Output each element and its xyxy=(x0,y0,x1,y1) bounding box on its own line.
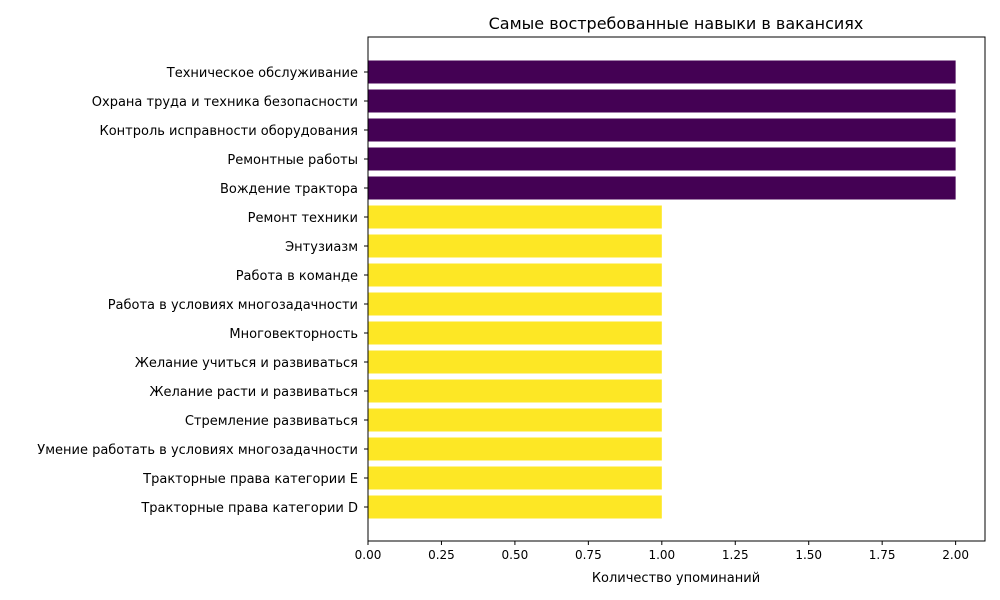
bar-3 xyxy=(368,147,956,171)
x-tick-label-6: 1.50 xyxy=(795,548,822,562)
x-tick-label-3: 0.75 xyxy=(575,548,602,562)
x-tick-label-5: 1.25 xyxy=(722,548,749,562)
x-tick-label-4: 1.00 xyxy=(648,548,675,562)
y-tick-label-15: Тракторные права категории D xyxy=(140,501,358,516)
bar-10 xyxy=(368,350,662,374)
bar-15 xyxy=(368,495,662,519)
bar-14 xyxy=(368,466,662,490)
bar-8 xyxy=(368,292,662,316)
bar-11 xyxy=(368,379,662,403)
x-tick-label-0: 0.00 xyxy=(355,548,382,562)
y-tick-label-12: Стремление развиваться xyxy=(185,414,358,429)
y-tick-label-3: Ремонтные работы xyxy=(227,153,358,168)
bar-6 xyxy=(368,234,662,258)
bars-group xyxy=(368,60,956,519)
y-tick-label-1: Охрана труда и техника безопасности xyxy=(92,95,358,110)
bar-12 xyxy=(368,408,662,432)
y-tick-label-2: Контроль исправности оборудования xyxy=(99,124,358,139)
y-axis-ticks: Техническое обслуживание Охрана труда и т… xyxy=(37,66,368,516)
y-tick-label-7: Работа в команде xyxy=(236,269,358,284)
y-tick-label-6: Энтузиазм xyxy=(285,240,358,255)
bar-2 xyxy=(368,118,956,142)
y-tick-label-14: Тракторные права категории E xyxy=(142,472,358,487)
bar-5 xyxy=(368,205,662,229)
y-tick-label-9: Многовекторность xyxy=(229,327,358,342)
bar-13 xyxy=(368,437,662,461)
x-tick-label-8: 2.00 xyxy=(942,548,969,562)
y-tick-label-13: Умение работать в условиях многозадачнос… xyxy=(37,443,358,458)
y-tick-label-0: Техническое обслуживание xyxy=(166,66,358,81)
bar-7 xyxy=(368,263,662,287)
x-tick-label-2: 0.50 xyxy=(502,548,529,562)
x-tick-label-7: 1.75 xyxy=(869,548,896,562)
y-tick-label-8: Работа в условиях многозадачности xyxy=(108,298,358,313)
y-tick-label-10: Желание учиться и развиваться xyxy=(135,356,358,371)
bar-1 xyxy=(368,89,956,113)
chart-title: Самые востребованные навыки в вакансиях xyxy=(489,14,864,33)
bar-0 xyxy=(368,60,956,84)
bar-9 xyxy=(368,321,662,345)
x-axis-ticks: 0.00 0.25 0.50 0.75 1.00 1.25 1.50 1.75 2.00 xyxy=(355,541,969,562)
x-tick-label-1: 0.25 xyxy=(428,548,455,562)
y-tick-label-5: Ремонт техники xyxy=(248,211,358,226)
x-axis-label: Количество упоминаний xyxy=(592,571,760,586)
y-tick-label-4: Вождение трактора xyxy=(220,182,358,197)
y-tick-label-11: Желание расти и развиваться xyxy=(149,385,358,400)
bar-4 xyxy=(368,176,956,200)
plot-area-frame xyxy=(367,36,986,542)
